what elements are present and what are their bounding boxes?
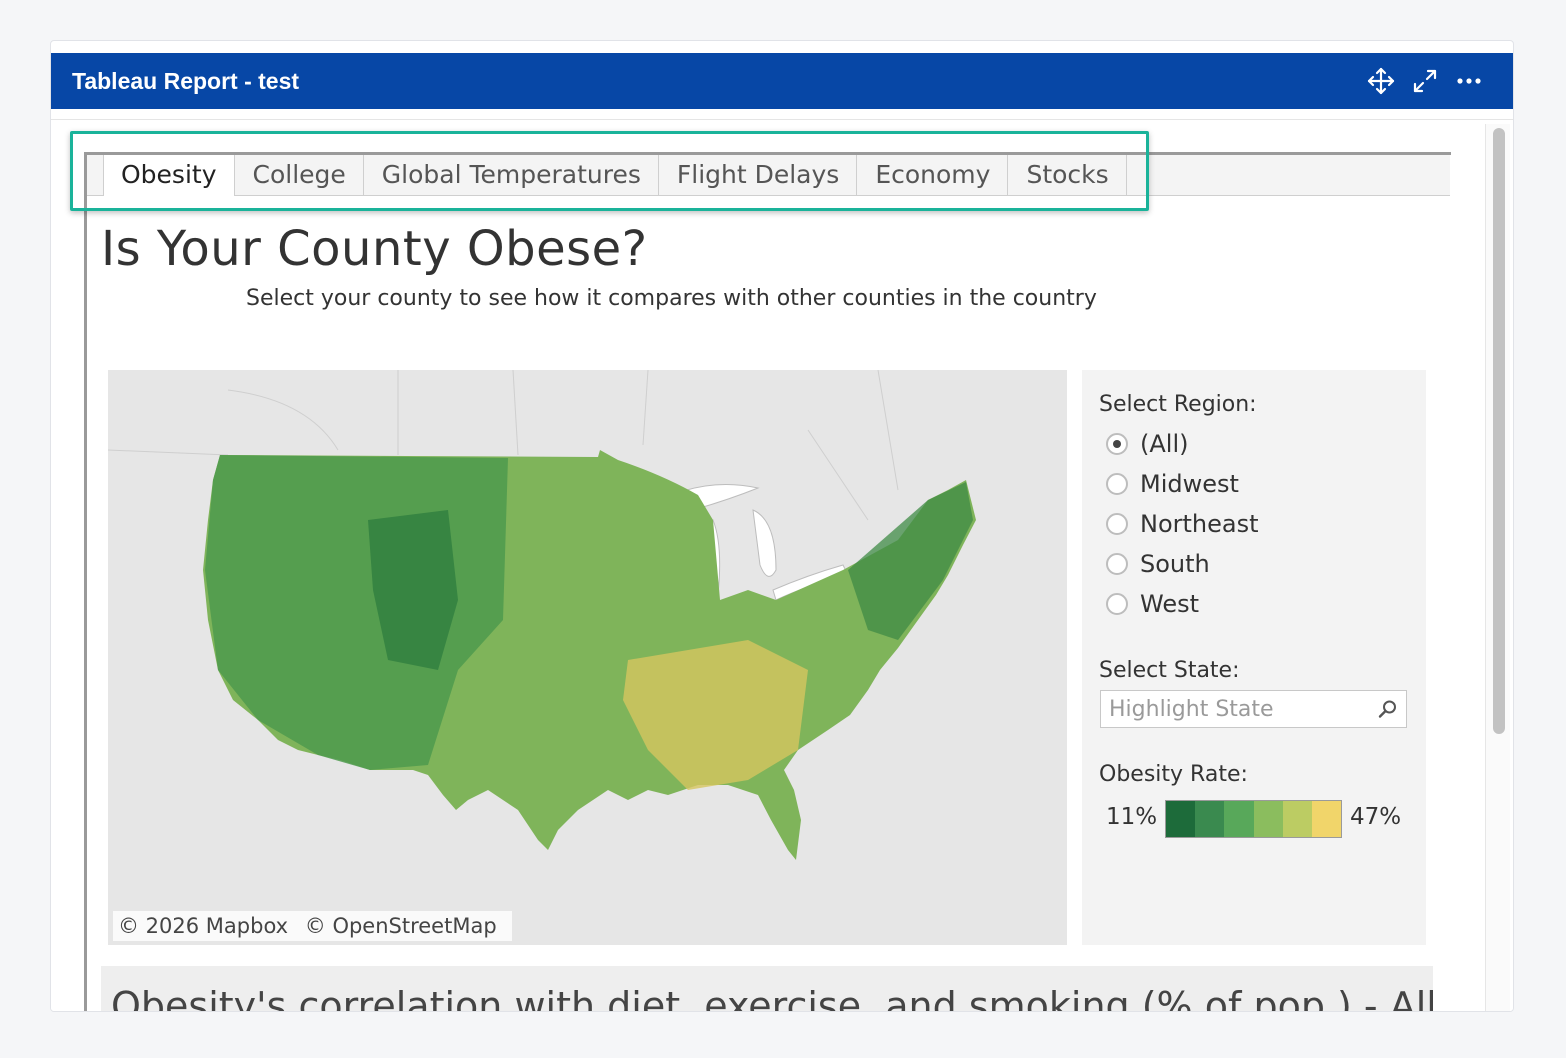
state-search-box[interactable]: [1100, 690, 1407, 728]
tab-economy[interactable]: Economy: [857, 155, 1009, 195]
legend-swatch-4: [1253, 801, 1283, 837]
map-rockies-dark: [368, 510, 458, 670]
map-borders: [108, 370, 899, 521]
radio-west[interactable]: [1106, 593, 1128, 615]
legend-swatch-2: [1195, 801, 1225, 837]
radio-northeast[interactable]: [1106, 513, 1128, 535]
radio-label-midwest: Midwest: [1140, 470, 1239, 498]
region-option-northeast[interactable]: Northeast: [1106, 508, 1259, 540]
map-south-yellow: [623, 640, 808, 790]
filter-panel: Select Region: (All) Midwest Northeast S…: [1082, 370, 1426, 945]
tab-flight-delays[interactable]: Flight Delays: [659, 155, 858, 195]
radio-label-northeast: Northeast: [1140, 510, 1259, 538]
region-label: Select Region:: [1099, 392, 1257, 417]
legend-min: 11%: [1106, 804, 1158, 830]
attribution-mapbox[interactable]: © 2026 Mapbox: [118, 914, 289, 938]
expand-icon[interactable]: [1411, 67, 1439, 95]
tabs-highlight-box: [70, 131, 1149, 211]
attribution-osm[interactable]: © OpenStreetMap: [304, 914, 497, 938]
legend-label: Obesity Rate:: [1099, 762, 1248, 787]
page-subtitle: Select your county to see how it compare…: [246, 286, 1097, 311]
page-title: Is Your County Obese?: [101, 221, 648, 277]
legend-color-bar: [1165, 800, 1342, 838]
more-icon[interactable]: [1455, 67, 1483, 95]
region-option-all[interactable]: (All): [1106, 428, 1188, 460]
legend-swatch-3: [1224, 801, 1254, 837]
radio-label-west: West: [1140, 590, 1200, 618]
report-content: Obesity College Global Temperatures Flig…: [51, 119, 1513, 1012]
map-graphic: [108, 370, 976, 860]
state-search-input[interactable]: [1101, 691, 1371, 727]
radio-south[interactable]: [1106, 553, 1128, 575]
tabs: Obesity College Global Temperatures Flig…: [103, 155, 1127, 196]
tab-college[interactable]: College: [235, 155, 364, 195]
region-option-west[interactable]: West: [1106, 588, 1199, 620]
obesity-map[interactable]: © 2026 Mapbox © OpenStreetMap: [108, 370, 1067, 945]
radio-label-all: (All): [1140, 430, 1189, 458]
radio-midwest[interactable]: [1106, 473, 1128, 495]
legend-swatch-1: [1166, 801, 1196, 837]
tab-global-temperatures[interactable]: Global Temperatures: [364, 155, 659, 195]
map-attribution: © 2026 Mapbox © OpenStreetMap: [113, 911, 512, 941]
region-option-south[interactable]: South: [1106, 548, 1210, 580]
state-label: Select State:: [1099, 658, 1240, 683]
report-title: Tableau Report - test: [72, 68, 300, 94]
radio-label-south: South: [1140, 550, 1210, 578]
scrollbar-track[interactable]: [1485, 124, 1510, 1011]
move-icon[interactable]: [1367, 67, 1395, 95]
legend-max: 47%: [1350, 804, 1402, 830]
tab-obesity[interactable]: Obesity: [103, 155, 235, 196]
legend-swatch-5: [1282, 801, 1312, 837]
map-northeast-dark: [848, 482, 973, 640]
legend-swatch-6: [1311, 801, 1342, 837]
radio-all[interactable]: [1106, 433, 1128, 455]
tab-stocks[interactable]: Stocks: [1008, 155, 1127, 195]
report-header: Tableau Report - test: [51, 53, 1513, 109]
tab-bar: Obesity College Global Temperatures Flig…: [87, 155, 1450, 196]
dashboard-frame: [84, 152, 1451, 1011]
report-card: Tableau Report - test Obesity Col: [50, 40, 1514, 1012]
search-icon[interactable]: [1378, 699, 1398, 719]
region-option-midwest[interactable]: Midwest: [1106, 468, 1239, 500]
next-section-title: Obesity's correlation with diet, exercis…: [111, 984, 1433, 1012]
scrollbar-thumb[interactable]: [1493, 128, 1505, 734]
next-section: Obesity's correlation with diet, exercis…: [101, 966, 1433, 1012]
